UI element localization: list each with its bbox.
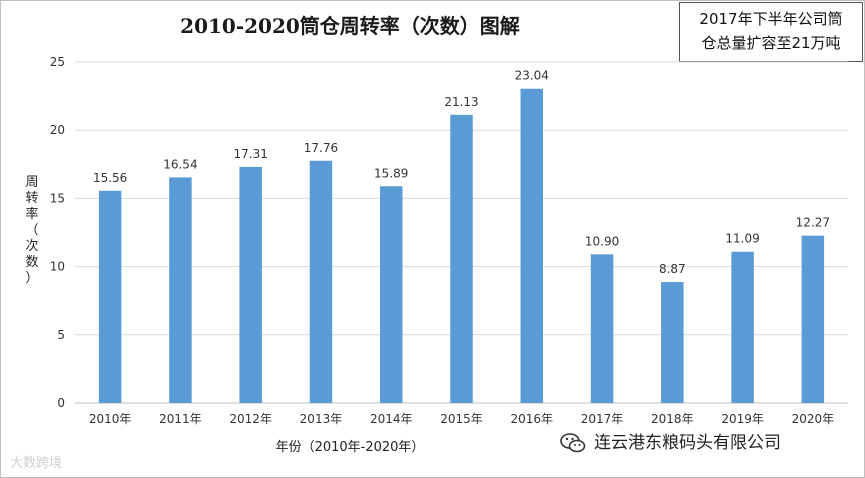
x-tick-label: 2014年: [370, 412, 413, 426]
x-axis-label: 年份（2010年-2020年）: [275, 440, 425, 455]
bar: [98, 190, 122, 403]
bar: [731, 251, 754, 403]
y-axis-label-char: ）: [25, 271, 39, 286]
watermark-right-text: 连云港东粮码头有限公司: [594, 433, 781, 453]
bar: [520, 88, 544, 403]
x-tick-label: 2017年: [581, 412, 624, 426]
data-label: 16.54: [163, 157, 197, 171]
bar: [450, 114, 473, 403]
y-tick-label: 0: [57, 396, 65, 410]
x-tick-label: 2016年: [510, 412, 553, 426]
y-axis-label-char: 率: [25, 207, 39, 222]
bar: [801, 235, 825, 403]
x-tick-label: 2015年: [440, 412, 483, 426]
x-tick-label: 2020年: [792, 412, 835, 426]
bar: [309, 160, 333, 403]
bar: [590, 254, 614, 403]
y-tick-label: 15: [50, 191, 65, 205]
watermark-right: 连云港东粮码头有限公司: [560, 428, 781, 453]
y-tick-label: 10: [50, 260, 65, 274]
chart-title: 2010-2020筒仓周转率（次数）图解: [180, 14, 520, 38]
data-label: 21.13: [444, 95, 478, 109]
data-label: 15.89: [374, 166, 408, 180]
data-label: 17.31: [234, 147, 268, 161]
data-label: 11.09: [725, 232, 759, 246]
y-tick-label: 5: [57, 328, 65, 342]
x-tick-label: 2011年: [159, 412, 202, 426]
bar: [239, 166, 262, 403]
y-axis-label-char: 次: [25, 239, 39, 254]
annotation-line-2: 仓总量扩容至21万吨: [701, 34, 841, 52]
x-tick-label: 2018年: [651, 412, 694, 426]
data-label: 10.90: [585, 234, 619, 248]
y-axis-label-char: （: [25, 223, 39, 238]
bar: [661, 282, 684, 403]
y-tick-label: 25: [50, 55, 65, 69]
data-label: 12.27: [796, 216, 830, 230]
y-axis-label-char: 数: [25, 255, 39, 270]
data-label: 17.76: [304, 141, 338, 155]
watermark-left: 大数跨境: [10, 456, 63, 471]
y-tick-label: 20: [50, 123, 65, 137]
bar: [379, 186, 403, 403]
data-label: 23.04: [515, 69, 549, 83]
y-axis-label-char: 周: [25, 175, 39, 190]
y-axis-label-char: 转: [25, 191, 39, 206]
wechat-icon: [560, 433, 586, 453]
y-axis-label: 周 转 率 （ 次 数 ）: [24, 175, 40, 287]
data-label: 8.87: [659, 262, 686, 276]
x-tick-label: 2019年: [721, 412, 764, 426]
data-label: 15.56: [93, 171, 127, 185]
annotation-line-1: 2017年下半年公司筒: [699, 10, 843, 28]
x-tick-label: 2013年: [300, 412, 343, 426]
bar: [169, 177, 192, 403]
x-tick-label: 2010年: [89, 412, 132, 426]
x-tick-label: 2012年: [229, 412, 272, 426]
